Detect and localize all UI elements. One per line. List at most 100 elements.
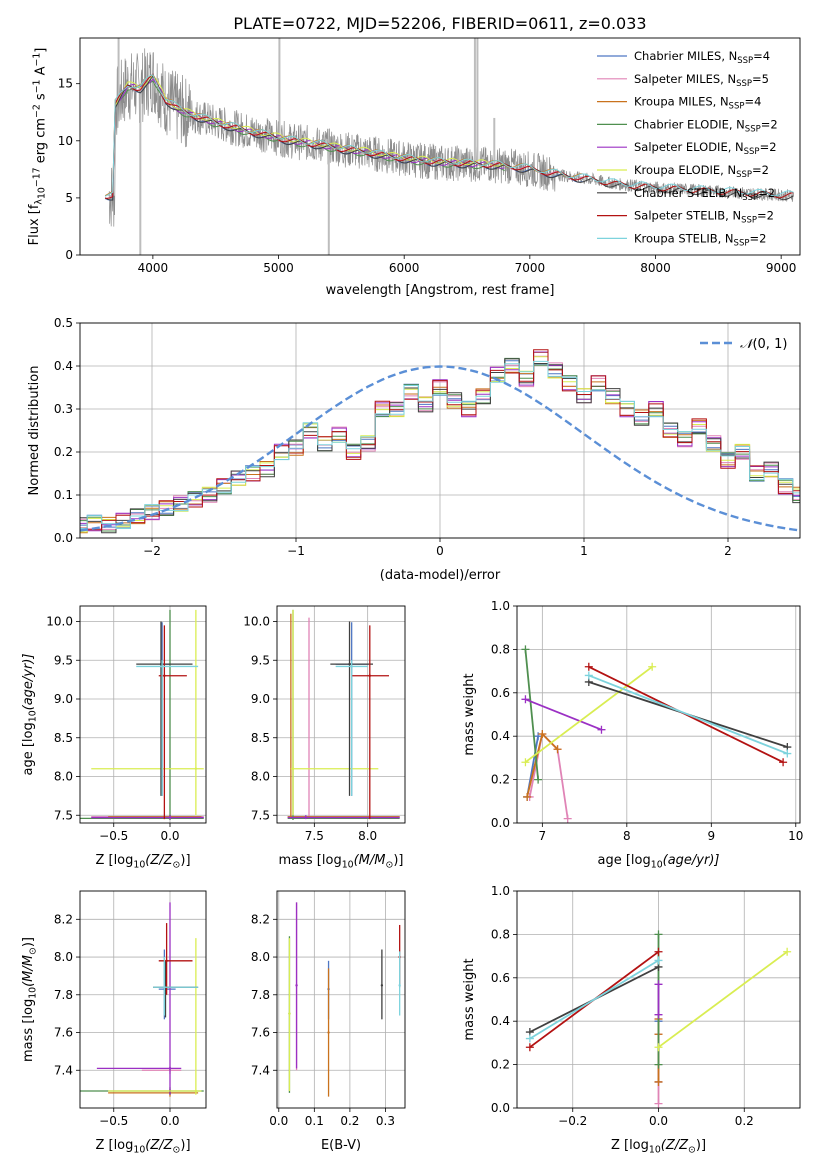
legend-entry: Salpeter STELIB, NSSP=2 [634,209,774,226]
y-axis-label: mass weight [462,958,477,1040]
y-axis-label: mass weight [462,673,477,755]
y-tick-label: 0.0 [54,531,73,545]
age-vs-Z-axes: −0.5 0.0 7.5 8.0 8.5 9.0 9.5 10.0 [46,606,206,843]
y-tick-label: 8.0 [251,770,270,784]
series-marker [648,662,657,671]
y-tick-label: 0.4 [491,729,510,743]
age-vs-mass-axes: 7.5 8.0 7.5 8.0 8.5 9.0 9.5 10.0 [243,606,405,843]
x-tick-label: 4000 [138,261,169,275]
residuals-frame [79,322,801,539]
legend-entry: Salpeter ELODIE, NSSP=2 [634,140,777,157]
series-marker [521,758,530,767]
x-tick-label: 8000 [640,261,671,275]
x-axis-label-part: ⊙ [688,1144,696,1155]
legend-entry-value: =2 [757,209,774,223]
y-axis-label-part: 10 [27,710,38,722]
y-tick-label: 7.5 [54,808,73,822]
legend-entry-sub: SSP [729,102,745,112]
legend-entry-sub: SSP [737,56,753,66]
series-marker [783,947,792,956]
y-tick-label: 0.1 [54,488,73,502]
y-tick-label: 8.5 [251,731,270,745]
mass-vs-ebv-plot-area [288,902,401,1097]
legend-entry-name: Chabrier ELODIE, N [634,117,745,131]
y-tick-label: 9.5 [54,653,73,667]
x-tick-label: 5000 [263,261,294,275]
x-axis-label-part: (Z/Z [145,1138,173,1153]
x-tick-label: 8.0 [358,829,377,843]
x-axis-label-part: 10 [133,1144,145,1155]
data-point [160,665,164,668]
y-tick-label: 0.8 [491,927,510,941]
x-tick-label: 0.0 [160,1114,179,1128]
y-tick-label: 15 [58,77,73,91]
series-marker [654,1099,663,1108]
age-vs-mass-frame [276,605,406,824]
data-point [304,816,307,819]
data-point [194,1089,198,1093]
y-tick-label: 0.0 [491,1101,510,1115]
y-axis-label-part: mass [log [21,999,36,1062]
x-tick-label: −0.5 [99,829,128,843]
x-tick-label: 6000 [389,261,420,275]
x-axis-label: Z [log10(Z/Z⊙)] [95,1138,190,1155]
x-axis-label-part: (Z/Z [661,1138,689,1153]
legend-entry: Kroupa ELODIE, NSSP=2 [634,163,769,180]
y-tick-label: 8.0 [54,770,73,784]
x-tick-label: 9000 [766,261,797,275]
x-tick-label: −0.5 [99,1114,128,1128]
data-point [368,674,371,677]
legend-entry-value: =2 [752,163,769,177]
x-axis-label: age [log10(age/yr)] [598,853,720,870]
age-vs-mass-plot-area [287,609,400,820]
histogram-step-line [80,360,800,529]
legend-entry-name: Kroupa STELIB, N [634,231,734,245]
series-marker [779,758,788,767]
y-tick-label: 10 [58,134,73,148]
x-axis-label: mass [log10(M/M⊙)] [279,853,404,870]
x-axis-label-part: Z [log [611,1138,649,1153]
series-marker [654,980,663,989]
x-axis-label-part: (Z/Z [145,853,173,868]
x-axis-label-part: mass [log [279,853,342,868]
data-point [350,665,353,668]
x-axis-label: (data-model)/error [380,568,501,583]
model-line [114,74,505,167]
y-axis-label-part: −1 [31,79,42,93]
x-axis-label-part: 10 [651,859,663,870]
x-tick-label: 8 [623,829,631,843]
series-marker [597,725,606,734]
legend-entry-value: =2 [761,117,778,131]
y-tick-label: 0 [65,248,73,262]
y-tick-label: 7.5 [251,808,270,822]
legend-entry-name: Salpeter STELIB, N [634,209,741,223]
x-tick-label: 10 [788,829,803,843]
x-tick-label: −2 [143,544,161,558]
legend-entry-value: =4 [753,49,770,63]
y-axis-label-part: (age/yr)] [21,654,36,711]
y-tick-label: 0.6 [491,971,510,985]
y-tick-label: 8.0 [54,950,73,964]
y-tick-label: 0.3 [54,402,73,416]
y-tick-label: 7.6 [54,1026,73,1040]
y-axis-label: mass [log10(M/M⊙)] [21,937,38,1062]
spectrum-axes: 4000 5000 6000 7000 8000 9000 0 5 10 15 [58,77,797,275]
series-marker [654,947,663,956]
legend-entry-name: Salpeter ELODIE, N [634,140,744,154]
y-tick-label: 10.0 [243,615,270,629]
x-tick-label: 0.3 [376,1114,395,1128]
series-marker [521,695,530,704]
x-tick-label: 0.0 [160,829,179,843]
x-axis-label-part: (age/yr)] [663,853,720,868]
x-tick-label: 0.0 [649,1114,668,1128]
gaussian-curve [80,365,800,532]
series-marker [783,749,792,758]
y-tick-label: 8.0 [251,950,270,964]
y-axis-label-part: λ [33,199,44,205]
series-marker [584,671,593,680]
mass-vs-Z-plot-area [80,902,204,1097]
legend-entry-sub: SSP [742,193,758,203]
y-tick-label: 7.4 [251,1063,270,1077]
series-marker [654,956,663,965]
x-tick-label: −0.2 [558,1114,587,1128]
